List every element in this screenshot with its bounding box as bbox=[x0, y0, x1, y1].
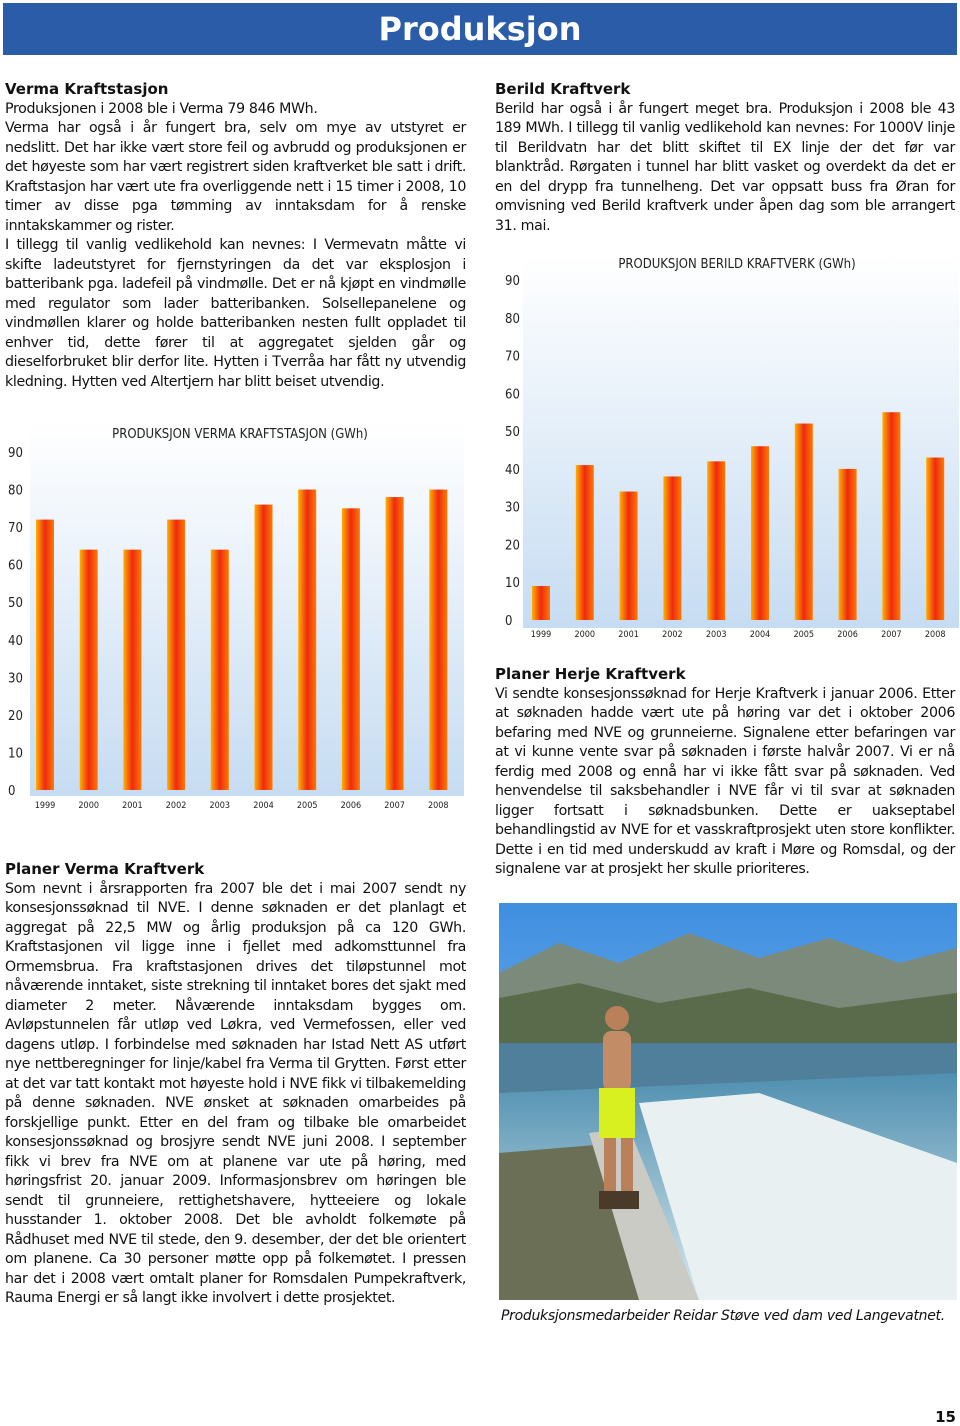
verma-section: Verma Kraftstasjon Produksjonen i 2008 b… bbox=[5, 80, 466, 392]
paragraph: Berild har også i år fungert meget bra. … bbox=[495, 100, 955, 234]
paragraph: Verma har også i år fungert bra, selv om… bbox=[5, 120, 466, 234]
x-tick-label: 2002 bbox=[662, 630, 683, 640]
y-tick-label: 40 bbox=[505, 463, 520, 478]
paragraph: Produksjonen i 2008 ble i Verma 79 846 M… bbox=[5, 100, 318, 117]
y-tick-label: 70 bbox=[8, 521, 23, 536]
x-tick-label: 2008 bbox=[925, 630, 946, 640]
y-tick-label: 80 bbox=[505, 312, 520, 327]
page-number: 15 bbox=[935, 1408, 956, 1426]
heading: Berild Kraftverk bbox=[495, 80, 631, 98]
heading: Planer Herje Kraftverk bbox=[495, 665, 686, 683]
bar bbox=[751, 446, 769, 620]
y-tick-label: 0 bbox=[8, 784, 15, 799]
x-tick-label: 2002 bbox=[166, 801, 187, 811]
bar bbox=[429, 489, 448, 790]
x-tick-label: 2003 bbox=[706, 630, 727, 640]
page-title: Produksjon bbox=[378, 10, 582, 48]
x-tick-label: 2007 bbox=[881, 630, 902, 640]
x-tick-label: 2000 bbox=[78, 801, 99, 811]
bar bbox=[838, 468, 857, 620]
bar bbox=[707, 461, 726, 620]
bar bbox=[167, 519, 186, 790]
x-tick-label: 1999 bbox=[531, 630, 552, 640]
x-tick-label: 2006 bbox=[837, 630, 858, 640]
y-tick-label: 90 bbox=[505, 274, 520, 289]
x-tick-label: 2008 bbox=[428, 801, 449, 811]
y-tick-label: 60 bbox=[505, 387, 520, 402]
chart-title: PRODUKSJON VERMA KRAFTSTASJON (GWh) bbox=[112, 427, 368, 442]
x-tick-label: 2004 bbox=[750, 630, 771, 640]
paragraph: I tillegg til vanlig vedlikehold kan nev… bbox=[5, 237, 466, 390]
planer-verma-section: Planer Verma Kraftverk Som nevnt i årsra… bbox=[5, 860, 466, 1309]
x-tick-label: 2005 bbox=[297, 801, 318, 811]
y-tick-label: 50 bbox=[8, 596, 23, 611]
x-tick-label: 2000 bbox=[574, 630, 595, 640]
y-tick-label: 20 bbox=[505, 538, 520, 553]
paragraph: Vi sendte konsesjonssøknad for Herje Kra… bbox=[495, 685, 955, 878]
y-tick-label: 10 bbox=[505, 576, 520, 591]
y-tick-label: 70 bbox=[505, 350, 520, 365]
berild-chart: PRODUKSJON BERILD KRAFTVERK (GWh) 0 10 20 30… bbox=[505, 255, 959, 640]
x-tick-label: 2004 bbox=[253, 801, 274, 811]
paragraph: Som nevnt i årsrapporten fra 2007 ble de… bbox=[5, 880, 466, 1307]
bar bbox=[123, 549, 142, 790]
y-tick-label: 10 bbox=[8, 746, 23, 761]
bar bbox=[254, 504, 273, 790]
bar bbox=[926, 457, 945, 620]
x-tick-label: 2003 bbox=[209, 801, 230, 811]
chart-title: PRODUKSJON BERILD KRAFTVERK (GWh) bbox=[618, 257, 855, 272]
y-tick-label: 40 bbox=[8, 634, 23, 649]
y-tick-label: 50 bbox=[505, 425, 520, 440]
bar bbox=[575, 465, 594, 620]
y-tick-label: 0 bbox=[505, 614, 512, 629]
x-tick-label: 2001 bbox=[122, 801, 143, 811]
header-band: Produksjon bbox=[3, 3, 957, 55]
bar bbox=[298, 489, 317, 790]
x-tick-label: 2005 bbox=[793, 630, 814, 640]
verma-chart: PRODUKSJON VERMA KRAFTSTASJON (GWh) 0 10 20… bbox=[8, 422, 464, 811]
bar bbox=[79, 549, 98, 790]
y-tick-label: 90 bbox=[8, 446, 23, 461]
bar bbox=[794, 423, 813, 620]
bar bbox=[882, 412, 901, 620]
bar bbox=[532, 586, 550, 620]
y-tick-label: 80 bbox=[8, 484, 23, 499]
person bbox=[599, 1006, 639, 1209]
y-tick-label: 60 bbox=[8, 559, 23, 574]
y-tick-label: 30 bbox=[8, 671, 23, 686]
bar bbox=[36, 519, 54, 790]
planer-herje-section: Planer Herje Kraftverk Vi sendte konsesj… bbox=[495, 665, 955, 880]
berild-section: Berild Kraftverk Berild har også i år fu… bbox=[495, 80, 955, 236]
bar bbox=[210, 549, 229, 790]
bar bbox=[341, 508, 360, 790]
bar bbox=[619, 491, 638, 620]
photo bbox=[499, 903, 957, 1300]
bar bbox=[385, 497, 404, 790]
x-tick-label: 2006 bbox=[341, 801, 362, 811]
heading: Verma Kraftstasjon bbox=[5, 80, 169, 98]
x-tick-label: 1999 bbox=[35, 801, 56, 811]
x-tick-label: 2007 bbox=[384, 801, 405, 811]
x-tick-label: 2001 bbox=[618, 630, 639, 640]
photo-caption: Produksjonsmedarbeider Reidar Støve ved … bbox=[501, 1308, 945, 1324]
y-tick-label: 30 bbox=[505, 501, 520, 516]
bar bbox=[663, 476, 682, 620]
heading: Planer Verma Kraftverk bbox=[5, 860, 205, 878]
y-tick-label: 20 bbox=[8, 709, 23, 724]
